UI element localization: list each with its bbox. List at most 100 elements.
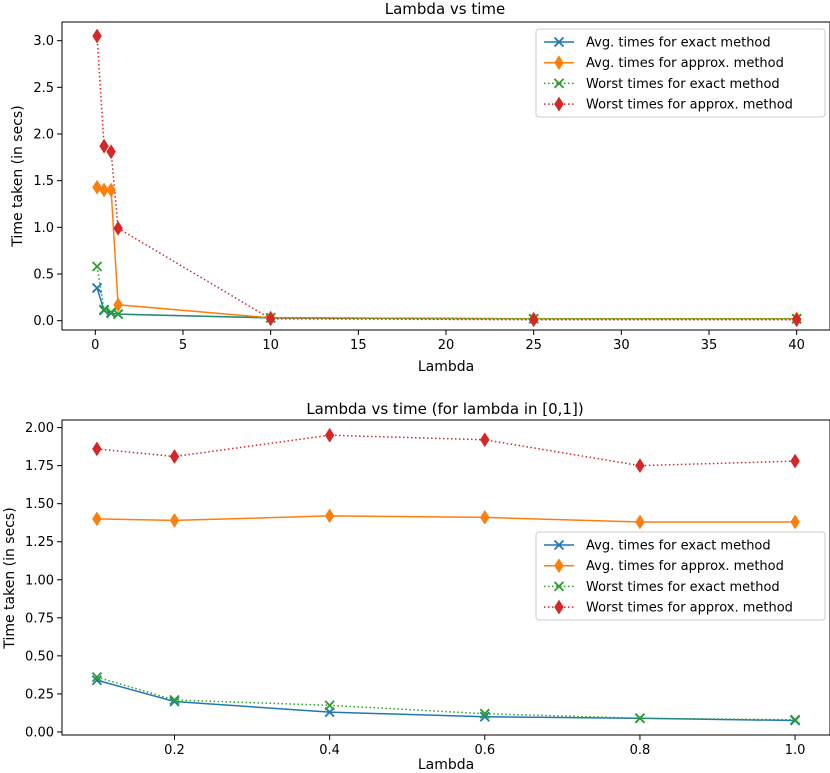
- series-line-avg-times-for-exact-method: [96, 287, 797, 320]
- tick-group: 0 5 10 15 20 25 30 35 40 0.0 0.5 1.0 1.5 2.0 2.5 3.0: [33, 34, 805, 353]
- chart-title: Lambda vs time (for lambda in [0,1]): [306, 400, 583, 418]
- data-point-worst-times-for-exact-method: [91, 672, 103, 683]
- data-point-worst-times-for-approx-method: [635, 458, 645, 474]
- data-point-avg-times-for-approx-method: [106, 182, 116, 198]
- tick-group: 0.2 0.4 0.6 0.8 1.0 0.00 0.25 0.50 0.75 1.00 1.25 1…: [25, 421, 805, 758]
- data-point-worst-times-for-exact-method: [91, 261, 103, 272]
- axes-frame: [61, 21, 830, 331]
- data-point-avg-times-for-approx-method: [324, 508, 335, 524]
- data-point-worst-times-for-exact-method: [789, 714, 801, 725]
- x-tick-label: 25: [525, 338, 542, 353]
- data-point-worst-times-for-approx-method: [265, 311, 276, 327]
- data-point-avg-times-for-approx-method: [99, 182, 109, 198]
- data-point-avg-times-for-approx-method: [635, 514, 645, 530]
- y-tick-label: 0.75: [25, 611, 54, 626]
- legend-box: [535, 531, 826, 621]
- data-point-avg-times-for-exact-method: [91, 282, 103, 294]
- data-point-worst-times-for-exact-method: [169, 694, 180, 706]
- data-point-avg-times-for-approx-method: [790, 514, 800, 530]
- y-tick-label: 2.0: [33, 128, 54, 143]
- series-line-avg-times-for-approx-method: [96, 515, 796, 523]
- x-tick-label: 0.8: [630, 743, 651, 758]
- x-tick-label: 35: [701, 338, 718, 353]
- data-point-worst-times-for-exact-method: [112, 308, 124, 320]
- x-axis-label: Lambda: [418, 359, 474, 375]
- data-point-avg-times-for-approx-method: [92, 511, 102, 527]
- y-tick-label: 1.0: [33, 221, 54, 236]
- y-tick-label: 2.5: [33, 81, 54, 96]
- x-tick-label: 40: [788, 338, 805, 353]
- data-point-worst-times-for-approx-method: [106, 144, 116, 160]
- series-line-worst-times-for-exact-method: [96, 266, 797, 320]
- data-point-worst-times-for-approx-method: [113, 220, 123, 236]
- y-tick-label: 0.5: [33, 268, 54, 283]
- x-tick-label: 0: [91, 338, 99, 353]
- data-point-avg-times-for-exact-method: [91, 675, 103, 686]
- data-point-worst-times-for-approx-method: [791, 312, 802, 328]
- legend-label: Worst times for approx. method: [586, 98, 793, 113]
- y-axis-label: Time taken (in secs): [2, 507, 18, 649]
- axes-frame: [61, 419, 830, 736]
- y-tick-label: 0.0: [33, 314, 54, 329]
- legend-marker: [554, 96, 564, 112]
- series-line-worst-times-for-approx-method: [96, 434, 796, 467]
- data-point-worst-times-for-approx-method: [169, 449, 180, 464]
- x-tick-label: 0.2: [164, 743, 185, 758]
- data-point-worst-times-for-exact-method: [324, 700, 335, 711]
- y-axis-label: Time taken (in secs): [10, 105, 26, 247]
- data-point-avg-times-for-approx-method: [479, 509, 490, 525]
- y-tick-label: 0.00: [25, 725, 54, 740]
- y-tick-label: 0.25: [25, 687, 54, 702]
- legend-marker: [553, 581, 565, 592]
- data-point-worst-times-for-exact-method: [98, 304, 110, 315]
- legend-marker: [554, 558, 564, 574]
- legend-marker: [554, 55, 564, 71]
- x-tick-label: 0.4: [319, 743, 340, 758]
- y-tick-label: 3.0: [33, 34, 54, 49]
- data-point-avg-times-for-approx-method: [169, 512, 180, 528]
- series-lines: [96, 434, 796, 722]
- x-tick-label: 15: [350, 338, 367, 353]
- series-markers: [91, 427, 801, 726]
- y-tick-label: 1.00: [25, 573, 54, 588]
- data-point-worst-times-for-approx-method: [790, 453, 800, 469]
- chart-title: Lambda vs time: [385, 0, 506, 18]
- y-tick-label: 1.5: [33, 174, 54, 189]
- y-tick-label: 1.75: [25, 459, 54, 474]
- chart-lambda-vs-time: Lambda vs time 0 5 10 15 20 25 30 35 40 0.0 0.5 1.0…: [10, 0, 830, 375]
- chart-lambda-vs-time-zoom: Lambda vs time (for lambda in [0,1]) 0.2…: [2, 400, 830, 773]
- y-tick-label: 2.00: [25, 421, 54, 436]
- series-line-worst-times-for-exact-method: [96, 676, 796, 721]
- data-point-worst-times-for-approx-method: [479, 432, 490, 448]
- x-tick-label: 1.0: [785, 743, 806, 758]
- data-point-avg-times-for-exact-method: [479, 711, 490, 722]
- y-tick-label: 1.50: [25, 497, 54, 512]
- data-point-worst-times-for-approx-method: [528, 312, 539, 328]
- data-point-worst-times-for-exact-method: [479, 708, 490, 719]
- data-point-worst-times-for-exact-method: [634, 713, 646, 724]
- y-tick-label: 1.25: [25, 535, 54, 550]
- legend-label: Avg. times for approx. method: [586, 56, 784, 71]
- legend-marker: [554, 599, 564, 615]
- data-point-worst-times-for-approx-method: [99, 138, 109, 154]
- series-line-avg-times-for-approx-method: [96, 186, 797, 320]
- x-tick-label: 5: [179, 338, 187, 353]
- legend-marker: [553, 36, 565, 48]
- legend: Avg. times for exact method Avg. times fo…: [535, 531, 826, 621]
- x-tick-label: 20: [438, 338, 455, 353]
- legend-marker: [553, 78, 565, 89]
- x-axis-label: Lambda: [418, 757, 474, 773]
- legend-label: Avg. times for exact method: [586, 36, 771, 51]
- x-tick-label: 0.6: [474, 743, 495, 758]
- data-point-worst-times-for-approx-method: [324, 427, 335, 443]
- series-markers: [91, 28, 802, 328]
- legend-label: Worst times for exact method: [586, 580, 780, 595]
- legend-label: Worst times for approx. method: [586, 601, 793, 616]
- legend-label: Worst times for exact method: [586, 77, 780, 92]
- data-point-worst-times-for-approx-method: [92, 28, 102, 44]
- legend-box: [535, 28, 826, 118]
- legend-label: Avg. times for approx. method: [586, 559, 784, 574]
- data-point-avg-times-for-exact-method: [169, 696, 180, 707]
- x-tick-label: 10: [262, 338, 279, 353]
